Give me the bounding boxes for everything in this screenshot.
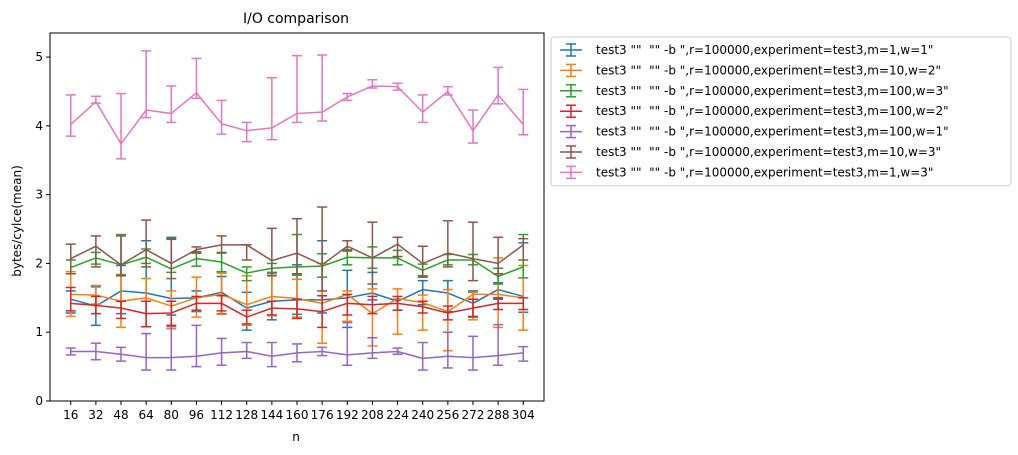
y-tick-label: 5 xyxy=(35,50,43,64)
y-tick-label: 4 xyxy=(35,119,43,133)
x-axis-label: n xyxy=(292,430,300,444)
x-tick-label: 112 xyxy=(210,408,233,422)
legend-entry-2: test3 "" "" -b ",r=100000,experiment=tes… xyxy=(560,63,941,77)
legend-entry-4: test3 "" "" -b ",r=100000,experiment=tes… xyxy=(560,104,949,118)
x-tick-label: 176 xyxy=(311,408,334,422)
x-tick-label: 208 xyxy=(361,408,384,422)
x-tick-label: 224 xyxy=(386,408,409,422)
legend-entry-6: test3 "" "" -b ",r=100000,experiment=tes… xyxy=(560,145,941,159)
x-tick-label: 48 xyxy=(113,408,128,422)
x-tick-label: 192 xyxy=(336,408,359,422)
x-tick-label: 288 xyxy=(487,408,510,422)
legend-entry-5: test3 "" "" -b ",r=100000,experiment=tes… xyxy=(560,125,949,139)
y-tick-label: 1 xyxy=(35,325,43,339)
legend-label: test3 "" "" -b ",r=100000,experiment=tes… xyxy=(596,84,949,98)
x-tick-label: 144 xyxy=(260,408,283,422)
y-tick-label: 0 xyxy=(35,394,43,408)
series-4 xyxy=(65,286,529,329)
y-tick-label: 3 xyxy=(35,188,43,202)
legend-box xyxy=(550,36,1012,187)
legend: test3 "" "" -b ",r=100000,experiment=tes… xyxy=(550,36,1012,187)
x-tick-label: 160 xyxy=(286,408,309,422)
series-7 xyxy=(65,50,529,160)
series-6 xyxy=(65,206,529,292)
series-5 xyxy=(65,321,529,371)
legend-entry-1: test3 "" "" -b ",r=100000,experiment=tes… xyxy=(560,43,933,57)
legend-entry-7: test3 "" "" -b ",r=100000,experiment=tes… xyxy=(560,165,933,179)
x-tick-label: 32 xyxy=(88,408,103,422)
legend-entry-3: test3 "" "" -b ",r=100000,experiment=tes… xyxy=(560,84,949,98)
x-tick-label: 16 xyxy=(63,408,78,422)
legend-label: test3 "" "" -b ",r=100000,experiment=tes… xyxy=(596,165,933,179)
y-axis-label: bytes/cylce(mean) xyxy=(10,165,24,277)
x-tick-label: 272 xyxy=(462,408,485,422)
x-tick-label: 304 xyxy=(512,408,535,422)
x-tick-label: 256 xyxy=(436,408,459,422)
x-tick-label: 240 xyxy=(411,408,434,422)
legend-label: test3 "" "" -b ",r=100000,experiment=tes… xyxy=(596,43,933,57)
legend-label: test3 "" "" -b ",r=100000,experiment=tes… xyxy=(596,145,941,159)
legend-label: test3 "" "" -b ",r=100000,experiment=tes… xyxy=(596,63,941,77)
legend-label: test3 "" "" -b ",r=100000,experiment=tes… xyxy=(596,125,949,139)
y-tick-label: 2 xyxy=(35,256,43,270)
x-tick-label: 80 xyxy=(164,408,179,422)
plot-area xyxy=(50,33,544,401)
x-tick-label: 96 xyxy=(189,408,204,422)
x-tick-label: 128 xyxy=(235,408,258,422)
chart-title: I/O comparison xyxy=(243,11,349,27)
legend-label: test3 "" "" -b ",r=100000,experiment=tes… xyxy=(596,104,949,118)
x-tick-label: 64 xyxy=(139,408,154,422)
